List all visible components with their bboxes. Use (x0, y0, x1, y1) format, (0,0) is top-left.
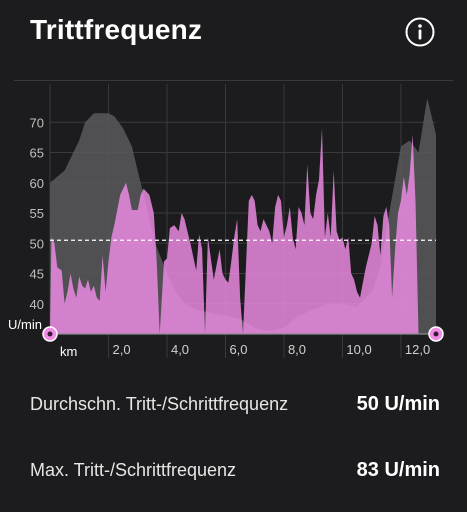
y-axis-label: U/min (8, 317, 42, 332)
y-tick-label: 50 (30, 236, 44, 251)
range-end-handle[interactable] (428, 326, 444, 342)
cadence-area (50, 128, 419, 334)
avg-cadence-value: 50 U/min (356, 393, 440, 415)
max-cadence-value: 83 U/min (356, 459, 440, 481)
max-cadence-label: Max. Tritt-/Schrittfrequenz (30, 460, 237, 480)
info-button[interactable] (405, 17, 435, 47)
range-start-handle[interactable] (42, 326, 58, 342)
y-tick-label: 55 (30, 206, 44, 221)
x-axis-label: km (60, 344, 77, 359)
header-divider (14, 80, 453, 81)
max-cadence-row: Max. Tritt-/Schrittfrequenz 83 U/min (30, 459, 440, 482)
x-tick-label: 6,0 (229, 342, 247, 357)
avg-cadence-label: Durchschn. Tritt-/Schrittfrequenz (30, 394, 289, 414)
y-tick-label: 45 (30, 267, 44, 282)
x-tick-label: 12,0 (405, 342, 430, 357)
y-tick-label: 70 (30, 115, 44, 130)
info-circle-icon (405, 17, 435, 47)
range-end-handle-dot[interactable] (433, 331, 439, 337)
y-tick-label: 40 (30, 297, 44, 312)
x-tick-label: 10,0 (346, 342, 371, 357)
y-tick-label: 65 (30, 146, 44, 161)
x-tick-label: 2,0 (112, 342, 130, 357)
range-start-handle-dot[interactable] (47, 331, 53, 337)
page-title: Trittfrequenz (30, 14, 203, 45)
x-tick-label: 4,0 (171, 342, 189, 357)
y-tick-label: 60 (30, 176, 44, 191)
avg-cadence-row: Durchschn. Tritt-/Schrittfrequenz 50 U/m… (30, 393, 440, 416)
chart-axes: 40 45 50 55 60 65 70 2,0 4,0 6,0 8,0 10,0 12,0 (30, 115, 436, 357)
x-tick-label: 8,0 (288, 342, 306, 357)
cadence-chart[interactable]: 40 45 50 55 60 65 70 2,0 4,0 6,0 8,0 10,0 12,0 U/min… (0, 80, 467, 370)
